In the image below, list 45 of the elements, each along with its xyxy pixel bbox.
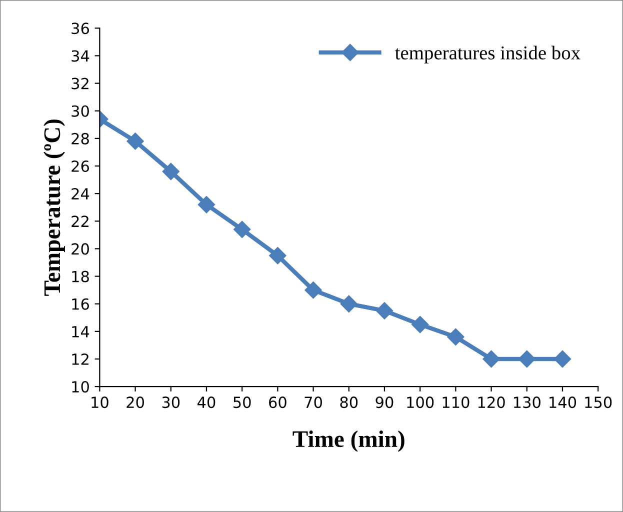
x-tick-label: 60 bbox=[269, 396, 286, 408]
y-tick-label: 20 bbox=[72, 243, 89, 255]
x-tick-label: 150 bbox=[585, 396, 612, 408]
point bbox=[554, 350, 572, 368]
y-tick-label: 18 bbox=[72, 270, 89, 282]
x-tick-label: 100 bbox=[407, 396, 434, 408]
point bbox=[482, 350, 500, 368]
y-tick-label: 32 bbox=[72, 78, 88, 90]
y-tick-label: 12 bbox=[72, 353, 88, 365]
y-tick-label: 10 bbox=[72, 381, 89, 393]
y-tick-label: 36 bbox=[72, 22, 89, 34]
y-tick-label: 16 bbox=[72, 298, 89, 310]
x-tick-label: 20 bbox=[126, 396, 144, 408]
y-axis-title: Temperature (ºC) bbox=[44, 120, 65, 296]
x-tick-label: 10 bbox=[92, 396, 108, 408]
point bbox=[518, 350, 536, 368]
y-tick-label: 22 bbox=[72, 216, 88, 227]
point bbox=[126, 132, 144, 150]
point bbox=[162, 162, 180, 180]
point bbox=[198, 196, 216, 214]
legend-label: temperatures inside box bbox=[395, 46, 580, 64]
x-tick-label: 90 bbox=[376, 396, 394, 408]
x-tick-label: 140 bbox=[550, 396, 576, 408]
point bbox=[412, 316, 429, 334]
point bbox=[269, 247, 286, 264]
point bbox=[376, 302, 394, 320]
y-tick-label: 24 bbox=[72, 188, 90, 200]
y-tick-label: 28 bbox=[72, 132, 89, 144]
x-axis-title: Time (min) bbox=[292, 430, 404, 452]
y-tick-label: 30 bbox=[72, 105, 89, 117]
x-tick-label: 30 bbox=[162, 396, 180, 408]
point bbox=[304, 282, 322, 299]
x-tick-label: 40 bbox=[198, 396, 216, 408]
y-tick-label: 34 bbox=[72, 50, 90, 62]
y-tick-label: 14 bbox=[72, 326, 90, 338]
x-tick-label: 130 bbox=[514, 396, 540, 408]
x-tick-label: 110 bbox=[442, 396, 470, 408]
x-tick-label: 50 bbox=[234, 396, 251, 408]
point bbox=[447, 328, 464, 346]
point bbox=[340, 295, 358, 312]
point bbox=[234, 220, 251, 238]
x-tick-label: 80 bbox=[340, 396, 358, 408]
x-tick-label: 120 bbox=[478, 396, 505, 408]
x-tick-label: 70 bbox=[304, 396, 322, 408]
y-tick-label: 26 bbox=[72, 160, 89, 172]
